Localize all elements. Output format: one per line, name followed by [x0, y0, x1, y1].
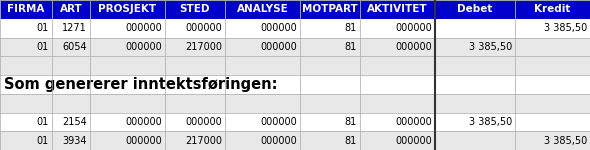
Text: 000000: 000000 [185, 117, 222, 127]
Text: 81: 81 [345, 42, 357, 52]
Bar [300, 0, 360, 19]
Text: 3934: 3934 [63, 136, 87, 146]
Bar [90, 0, 165, 19]
Text: 3 385,50: 3 385,50 [468, 117, 512, 127]
Text: 000000: 000000 [260, 117, 297, 127]
Text: 3 385,50: 3 385,50 [544, 136, 587, 146]
Text: 01: 01 [37, 23, 49, 33]
Bar [225, 0, 300, 19]
Text: 217000: 217000 [185, 136, 222, 146]
Text: FIRMA: FIRMA [7, 4, 45, 14]
Text: 217000: 217000 [185, 42, 222, 52]
Text: STED: STED [180, 4, 210, 14]
Text: ART: ART [60, 4, 83, 14]
Text: 000000: 000000 [125, 117, 162, 127]
Text: 000000: 000000 [260, 42, 297, 52]
Text: AKTIVITET: AKTIVITET [367, 4, 428, 14]
Text: 81: 81 [345, 136, 357, 146]
Bar [52, 0, 90, 19]
Bar [515, 0, 590, 19]
Text: Som genererer inntektsføringen:: Som genererer inntektsføringen: [4, 77, 277, 92]
Bar [0, 19, 590, 38]
Text: 81: 81 [345, 23, 357, 33]
Text: ANALYSE: ANALYSE [237, 4, 289, 14]
Text: 000000: 000000 [185, 23, 222, 33]
Text: 000000: 000000 [125, 136, 162, 146]
Text: 01: 01 [37, 136, 49, 146]
Text: Debet: Debet [457, 4, 493, 14]
Text: 1271: 1271 [63, 23, 87, 33]
Text: 3 385,50: 3 385,50 [468, 42, 512, 52]
Bar [0, 56, 590, 75]
Bar [435, 0, 515, 19]
Text: 000000: 000000 [260, 23, 297, 33]
Text: 000000: 000000 [395, 117, 432, 127]
Text: PROSJEKT: PROSJEKT [99, 4, 156, 14]
Text: Kredit: Kredit [535, 4, 571, 14]
Text: 000000: 000000 [395, 23, 432, 33]
Text: 01: 01 [37, 42, 49, 52]
Text: 000000: 000000 [395, 42, 432, 52]
Text: 01: 01 [37, 117, 49, 127]
Bar [0, 131, 590, 150]
Bar [0, 94, 590, 112]
Text: 000000: 000000 [125, 23, 162, 33]
Bar [0, 0, 52, 19]
Text: 3 385,50: 3 385,50 [544, 23, 587, 33]
Bar [165, 0, 225, 19]
Text: 000000: 000000 [125, 42, 162, 52]
Text: 6054: 6054 [63, 42, 87, 52]
Text: 000000: 000000 [395, 136, 432, 146]
Text: 000000: 000000 [260, 136, 297, 146]
Text: 2154: 2154 [63, 117, 87, 127]
Bar [0, 112, 590, 131]
Bar [360, 0, 435, 19]
Text: MOTPART: MOTPART [302, 4, 358, 14]
Text: 81: 81 [345, 117, 357, 127]
Bar [0, 75, 590, 94]
Bar [0, 38, 590, 56]
